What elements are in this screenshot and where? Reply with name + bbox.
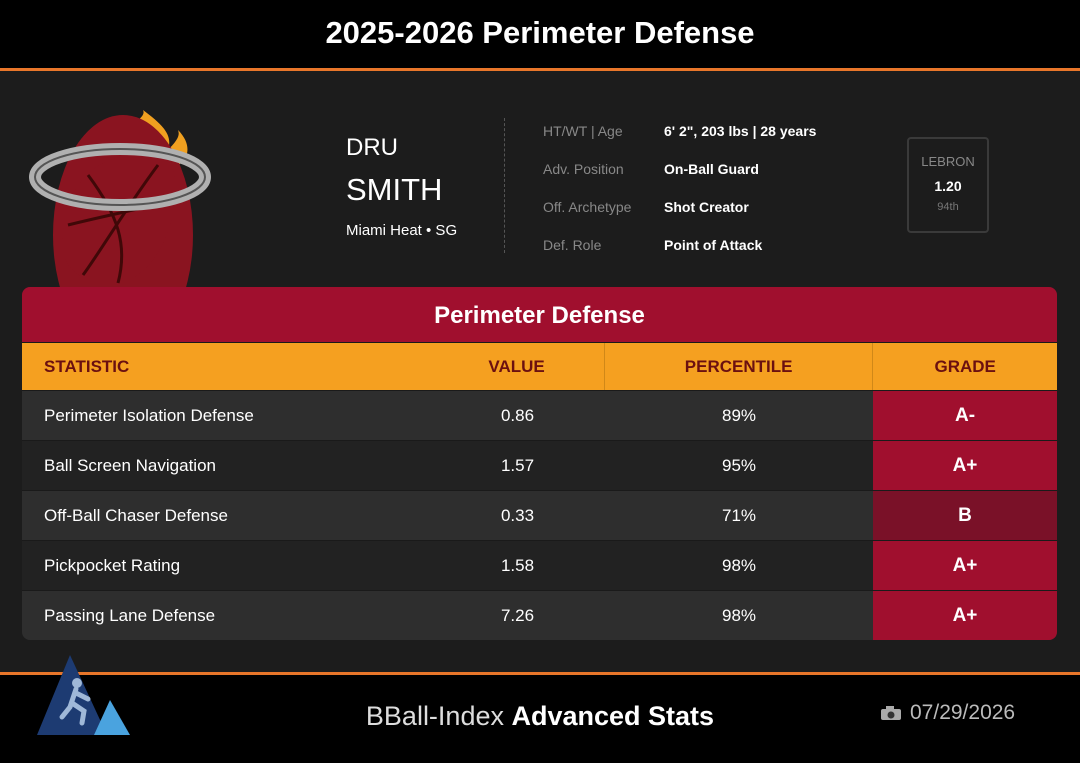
table-cell: 1.58 — [500, 555, 535, 575]
table-cell: 0.33 — [500, 505, 535, 525]
table-title: Perimeter Defense — [22, 287, 1057, 342]
table-cell: Passing Lane Defense — [44, 605, 216, 625]
table-cell: 71% — [721, 505, 757, 525]
bio-value: Shot Creator — [664, 199, 749, 215]
date: 07/29/2026 — [910, 701, 1016, 724]
camera-icon — [881, 706, 901, 720]
table-row: Pickpocket Rating 1.58 98% A+ — [22, 540, 1057, 590]
bio-value: 6' 2", 203 lbs | 28 years — [664, 123, 817, 139]
table-row: Ball Screen Navigation 1.57 95% A+ — [22, 440, 1057, 490]
table-body: Perimeter Isolation Defense 0.86 89% A- Ball… — [22, 390, 1057, 640]
table-cell: Ball Screen Navigation — [44, 455, 216, 475]
bio-value: Point of Attack — [664, 237, 763, 253]
column-header: VALUE — [488, 357, 545, 376]
table-cell: 1.57 — [500, 455, 535, 475]
table-cell: Off-Ball Chaser Defense — [44, 505, 228, 525]
table-cell: 0.86 — [500, 405, 535, 425]
title: 2025-2026 Perimeter Defense — [0, 0, 1080, 71]
team-position: Miami Heat • SG — [346, 222, 458, 239]
column-header: GRADE — [872, 343, 1057, 390]
header-row: STATISTIC VALUE PERCENTILE GRADE — [22, 342, 1057, 390]
lebron-box: LEBRON 1.20 94th — [907, 137, 989, 233]
table-row: Perimeter Isolation Defense 0.86 89% A- — [22, 390, 1057, 440]
brand-logo — [37, 655, 130, 735]
grade-cell: B — [873, 491, 1057, 540]
table-cell: 7.26 — [500, 605, 535, 625]
table-cell: Pickpocket Rating — [44, 555, 181, 575]
team-logo — [29, 110, 211, 290]
grade-cell: A- — [873, 391, 1057, 440]
table-cell: 98% — [721, 605, 757, 625]
table-cell: Perimeter Isolation Defense — [44, 405, 254, 425]
bio-value: On-Ball Guard — [664, 161, 759, 177]
column-header: STATISTIC — [44, 356, 130, 376]
bio-label: Off. Archetype — [543, 199, 632, 215]
grade-cell: A+ — [873, 441, 1057, 490]
table-cell: 98% — [721, 555, 757, 575]
table-row: Off-Ball Chaser Defense 0.33 71% B — [22, 490, 1057, 540]
divider — [504, 118, 505, 253]
column-header: PERCENTILE — [603, 343, 872, 390]
bio-label: Adv. Position — [543, 161, 624, 177]
brand-light: BBall-Index — [365, 701, 504, 731]
bio-label: Def. Role — [543, 237, 602, 253]
bio-label: HT/WT | Age — [543, 123, 623, 139]
grade-cell: A+ — [873, 591, 1057, 640]
table-row: Passing Lane Defense 7.26 98% A+ — [22, 590, 1057, 640]
first-name: DRU — [346, 134, 398, 161]
table-cell: 89% — [721, 405, 757, 425]
brand-bold: Advanced Stats — [511, 701, 715, 731]
lebron-value: 1.20 — [934, 178, 962, 194]
lebron-rank: 94th — [937, 201, 959, 213]
stats-table: Perimeter Defense STATISTIC VALUE PERCENTI… — [22, 287, 1057, 640]
grade-cell: A+ — [873, 541, 1057, 590]
lebron-label: LEBRON — [921, 154, 975, 169]
table-cell: 95% — [721, 455, 757, 475]
last-name: SMITH — [346, 172, 443, 207]
footer: BBall-Index Advanced Stats 07/29/2026 — [0, 655, 1080, 763]
brand: BBall-Index Advanced Stats — [0, 701, 1080, 732]
